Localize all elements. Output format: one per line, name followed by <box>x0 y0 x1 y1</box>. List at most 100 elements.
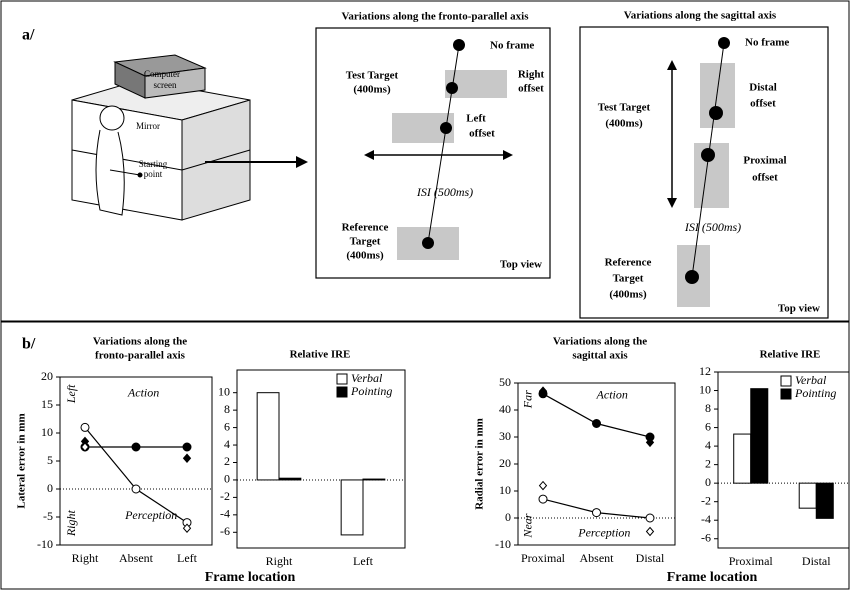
data-point <box>539 495 547 503</box>
y-tick-label: -4 <box>220 507 230 521</box>
diagram-label: Top view <box>778 303 820 315</box>
diagram-label: Distal <box>749 82 777 94</box>
illustration-label: point <box>144 169 163 179</box>
panel-label: a/ <box>22 27 35 44</box>
bar <box>816 483 833 518</box>
y-tick-label: 12 <box>699 364 711 378</box>
illustration-label: Computer <box>144 69 180 79</box>
annotation: Action <box>596 388 628 402</box>
y-tick-label: 10 <box>218 384 230 398</box>
x-tick-label: Proximal <box>729 554 774 568</box>
y-tick-label: 30 <box>499 429 511 443</box>
y-tick-label: 0 <box>505 510 511 524</box>
figure: a/ b/ Computer screen Mirror Starting po… <box>0 0 850 590</box>
diagram-label: ISI (500ms) <box>416 185 473 199</box>
y-tick-label: 0 <box>47 481 53 495</box>
panel-b-border <box>1 322 849 589</box>
annotation: Perception <box>577 525 630 539</box>
y-tick-label: 20 <box>499 456 511 470</box>
x-tick-label: Right <box>72 551 99 565</box>
y-tick-label: -4 <box>701 512 711 526</box>
legend-label: Verbal <box>351 371 383 385</box>
diagram-label: offset <box>469 128 495 140</box>
y-tick-label: 5 <box>47 453 53 467</box>
illustration-label: Mirror <box>136 121 160 131</box>
y-tick-label: -6 <box>220 524 230 538</box>
data-point <box>81 423 89 431</box>
y-tick-label: 10 <box>499 483 511 497</box>
diagram-label: (400ms) <box>609 289 647 301</box>
x-tick-label: Absent <box>119 551 154 565</box>
diagram-label: offset <box>518 83 544 95</box>
panel-label: b/ <box>22 336 36 353</box>
diagram-label: Reference <box>342 222 389 234</box>
diagram-label: (400ms) <box>605 118 643 130</box>
bar <box>363 479 385 480</box>
y-tick-label: 2 <box>224 454 230 468</box>
diagram-label: (400ms) <box>346 250 384 262</box>
diagram-label: Proximal <box>743 155 786 167</box>
data-point <box>593 420 601 428</box>
data-point <box>646 514 654 522</box>
chart-title: sagittal axis <box>572 350 628 362</box>
y-tick-label: 8 <box>224 402 230 416</box>
chart-title: Relative IRE <box>290 349 351 361</box>
y-tick-label: 0 <box>224 472 230 486</box>
y-tick-label: 6 <box>705 419 711 433</box>
legend-label: Verbal <box>795 373 827 387</box>
legend-swatch <box>781 389 791 399</box>
diagram-title: Variations along the sagittal axis <box>624 10 777 22</box>
y-tick-label: -10 <box>37 537 53 551</box>
y-tick-label: -10 <box>495 537 511 551</box>
diagram-label: Test Target <box>598 102 651 114</box>
y-tick-label: 15 <box>41 397 53 411</box>
y-axis-label: Radial error in mm <box>474 418 486 510</box>
annotation: Right <box>64 509 78 537</box>
bar <box>279 478 301 480</box>
y-tick-label: -6 <box>701 530 711 544</box>
y-tick-label: -2 <box>220 489 230 503</box>
y-axis-label: Lateral error in mm <box>16 413 28 508</box>
diagram-label: offset <box>750 98 776 110</box>
legend-swatch <box>337 374 347 384</box>
y-tick-label: 10 <box>41 425 53 439</box>
diagram-label: Reference <box>605 257 652 269</box>
diagram-label: ISI (500ms) <box>684 220 741 234</box>
data-point <box>183 443 191 451</box>
legend-swatch <box>337 387 347 397</box>
bar <box>341 480 363 535</box>
diagram-label: (400ms) <box>353 84 391 96</box>
data-point <box>540 482 547 490</box>
diagram-label: No frame <box>490 40 534 52</box>
x-tick-label: Left <box>177 551 198 565</box>
chart-title: fronto-parallel axis <box>95 350 186 362</box>
illustration-label: screen <box>154 80 177 90</box>
x-tick-label: Right <box>266 554 293 568</box>
x-tick-label: Left <box>353 554 374 568</box>
y-tick-label: 0 <box>705 475 711 489</box>
diagram-label: Test Target <box>346 70 399 82</box>
annotation: Action <box>127 386 159 400</box>
data-point <box>132 443 140 451</box>
diagram-label: Right <box>518 69 545 81</box>
y-tick-label: -2 <box>701 493 711 507</box>
legend-label: Pointing <box>794 386 836 400</box>
diagram-label: No frame <box>745 37 789 49</box>
x-tick-label: Absent <box>580 551 615 565</box>
y-tick-label: 10 <box>699 382 711 396</box>
bar <box>734 434 751 483</box>
y-tick-label: 20 <box>41 369 53 383</box>
annotation: Near <box>521 513 535 538</box>
y-tick-label: 6 <box>224 419 230 433</box>
y-tick-label: 8 <box>705 401 711 415</box>
x-axis-label: Frame location <box>205 570 296 585</box>
legend-label: Pointing <box>350 384 392 398</box>
data-point <box>184 454 191 462</box>
bar <box>799 483 816 508</box>
annotation: Left <box>64 384 78 404</box>
data-point <box>132 485 140 493</box>
diagram-label: Target <box>613 273 644 285</box>
diagram-label: Target <box>350 236 381 248</box>
x-tick-label: Proximal <box>521 551 566 565</box>
data-point <box>647 528 654 536</box>
